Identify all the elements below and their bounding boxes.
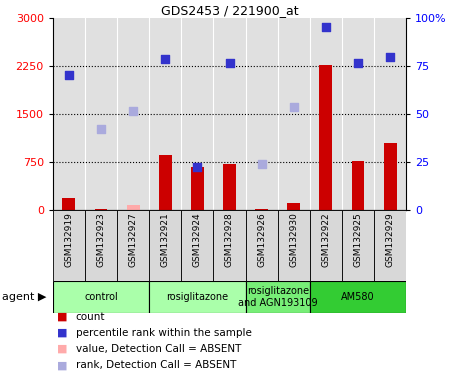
Bar xyxy=(85,210,117,281)
Text: GSM132925: GSM132925 xyxy=(353,213,363,267)
Bar xyxy=(53,281,149,313)
Point xyxy=(386,55,394,61)
Text: ■: ■ xyxy=(57,312,68,322)
Text: GSM132928: GSM132928 xyxy=(225,213,234,267)
Point xyxy=(226,60,233,66)
Bar xyxy=(149,210,181,281)
Bar xyxy=(310,210,342,281)
Point xyxy=(258,161,265,167)
Text: control: control xyxy=(84,292,118,302)
Text: value, Detection Call = ABSENT: value, Detection Call = ABSENT xyxy=(76,344,241,354)
Bar xyxy=(149,281,246,313)
Bar xyxy=(342,210,374,281)
Bar xyxy=(255,209,268,210)
Text: ■: ■ xyxy=(57,344,68,354)
Text: rosiglitazone
and AGN193109: rosiglitazone and AGN193109 xyxy=(238,286,318,308)
Bar xyxy=(95,209,107,210)
Bar xyxy=(319,65,332,210)
Point xyxy=(354,60,362,66)
Text: GSM132930: GSM132930 xyxy=(289,213,298,267)
Point xyxy=(194,164,201,170)
Bar xyxy=(384,143,397,210)
Bar xyxy=(310,281,406,313)
Point xyxy=(290,104,297,110)
Bar xyxy=(278,210,310,281)
Bar xyxy=(352,161,364,210)
Bar xyxy=(62,198,75,210)
Bar xyxy=(53,210,85,281)
Text: ■: ■ xyxy=(57,360,68,370)
Text: GSM132926: GSM132926 xyxy=(257,213,266,267)
Text: GSM132919: GSM132919 xyxy=(64,213,73,267)
Point xyxy=(65,72,73,78)
Point xyxy=(97,126,105,132)
Bar xyxy=(246,281,310,313)
Bar xyxy=(191,167,204,210)
Text: rank, Detection Call = ABSENT: rank, Detection Call = ABSENT xyxy=(76,360,236,370)
Point xyxy=(322,24,330,30)
Bar xyxy=(181,210,213,281)
Text: GSM132923: GSM132923 xyxy=(96,213,106,267)
Bar xyxy=(287,203,300,210)
Bar xyxy=(117,210,149,281)
Text: percentile rank within the sample: percentile rank within the sample xyxy=(76,328,252,338)
Bar xyxy=(159,155,172,210)
Point xyxy=(129,108,137,114)
Point xyxy=(162,56,169,63)
Text: count: count xyxy=(76,312,105,322)
Text: AM580: AM580 xyxy=(341,292,375,302)
Text: GSM132921: GSM132921 xyxy=(161,213,170,267)
Bar xyxy=(223,164,236,210)
Bar xyxy=(127,205,140,210)
Bar xyxy=(374,210,406,281)
Text: GSM132929: GSM132929 xyxy=(386,213,395,267)
Text: GSM132922: GSM132922 xyxy=(321,213,330,267)
Text: GSM132927: GSM132927 xyxy=(129,213,138,267)
Text: GSM132924: GSM132924 xyxy=(193,213,202,267)
Text: rosiglitazone: rosiglitazone xyxy=(166,292,229,302)
Title: GDS2453 / 221900_at: GDS2453 / 221900_at xyxy=(161,4,298,17)
Bar xyxy=(213,210,246,281)
Text: ■: ■ xyxy=(57,328,68,338)
Text: agent ▶: agent ▶ xyxy=(2,292,47,302)
Bar xyxy=(246,210,278,281)
